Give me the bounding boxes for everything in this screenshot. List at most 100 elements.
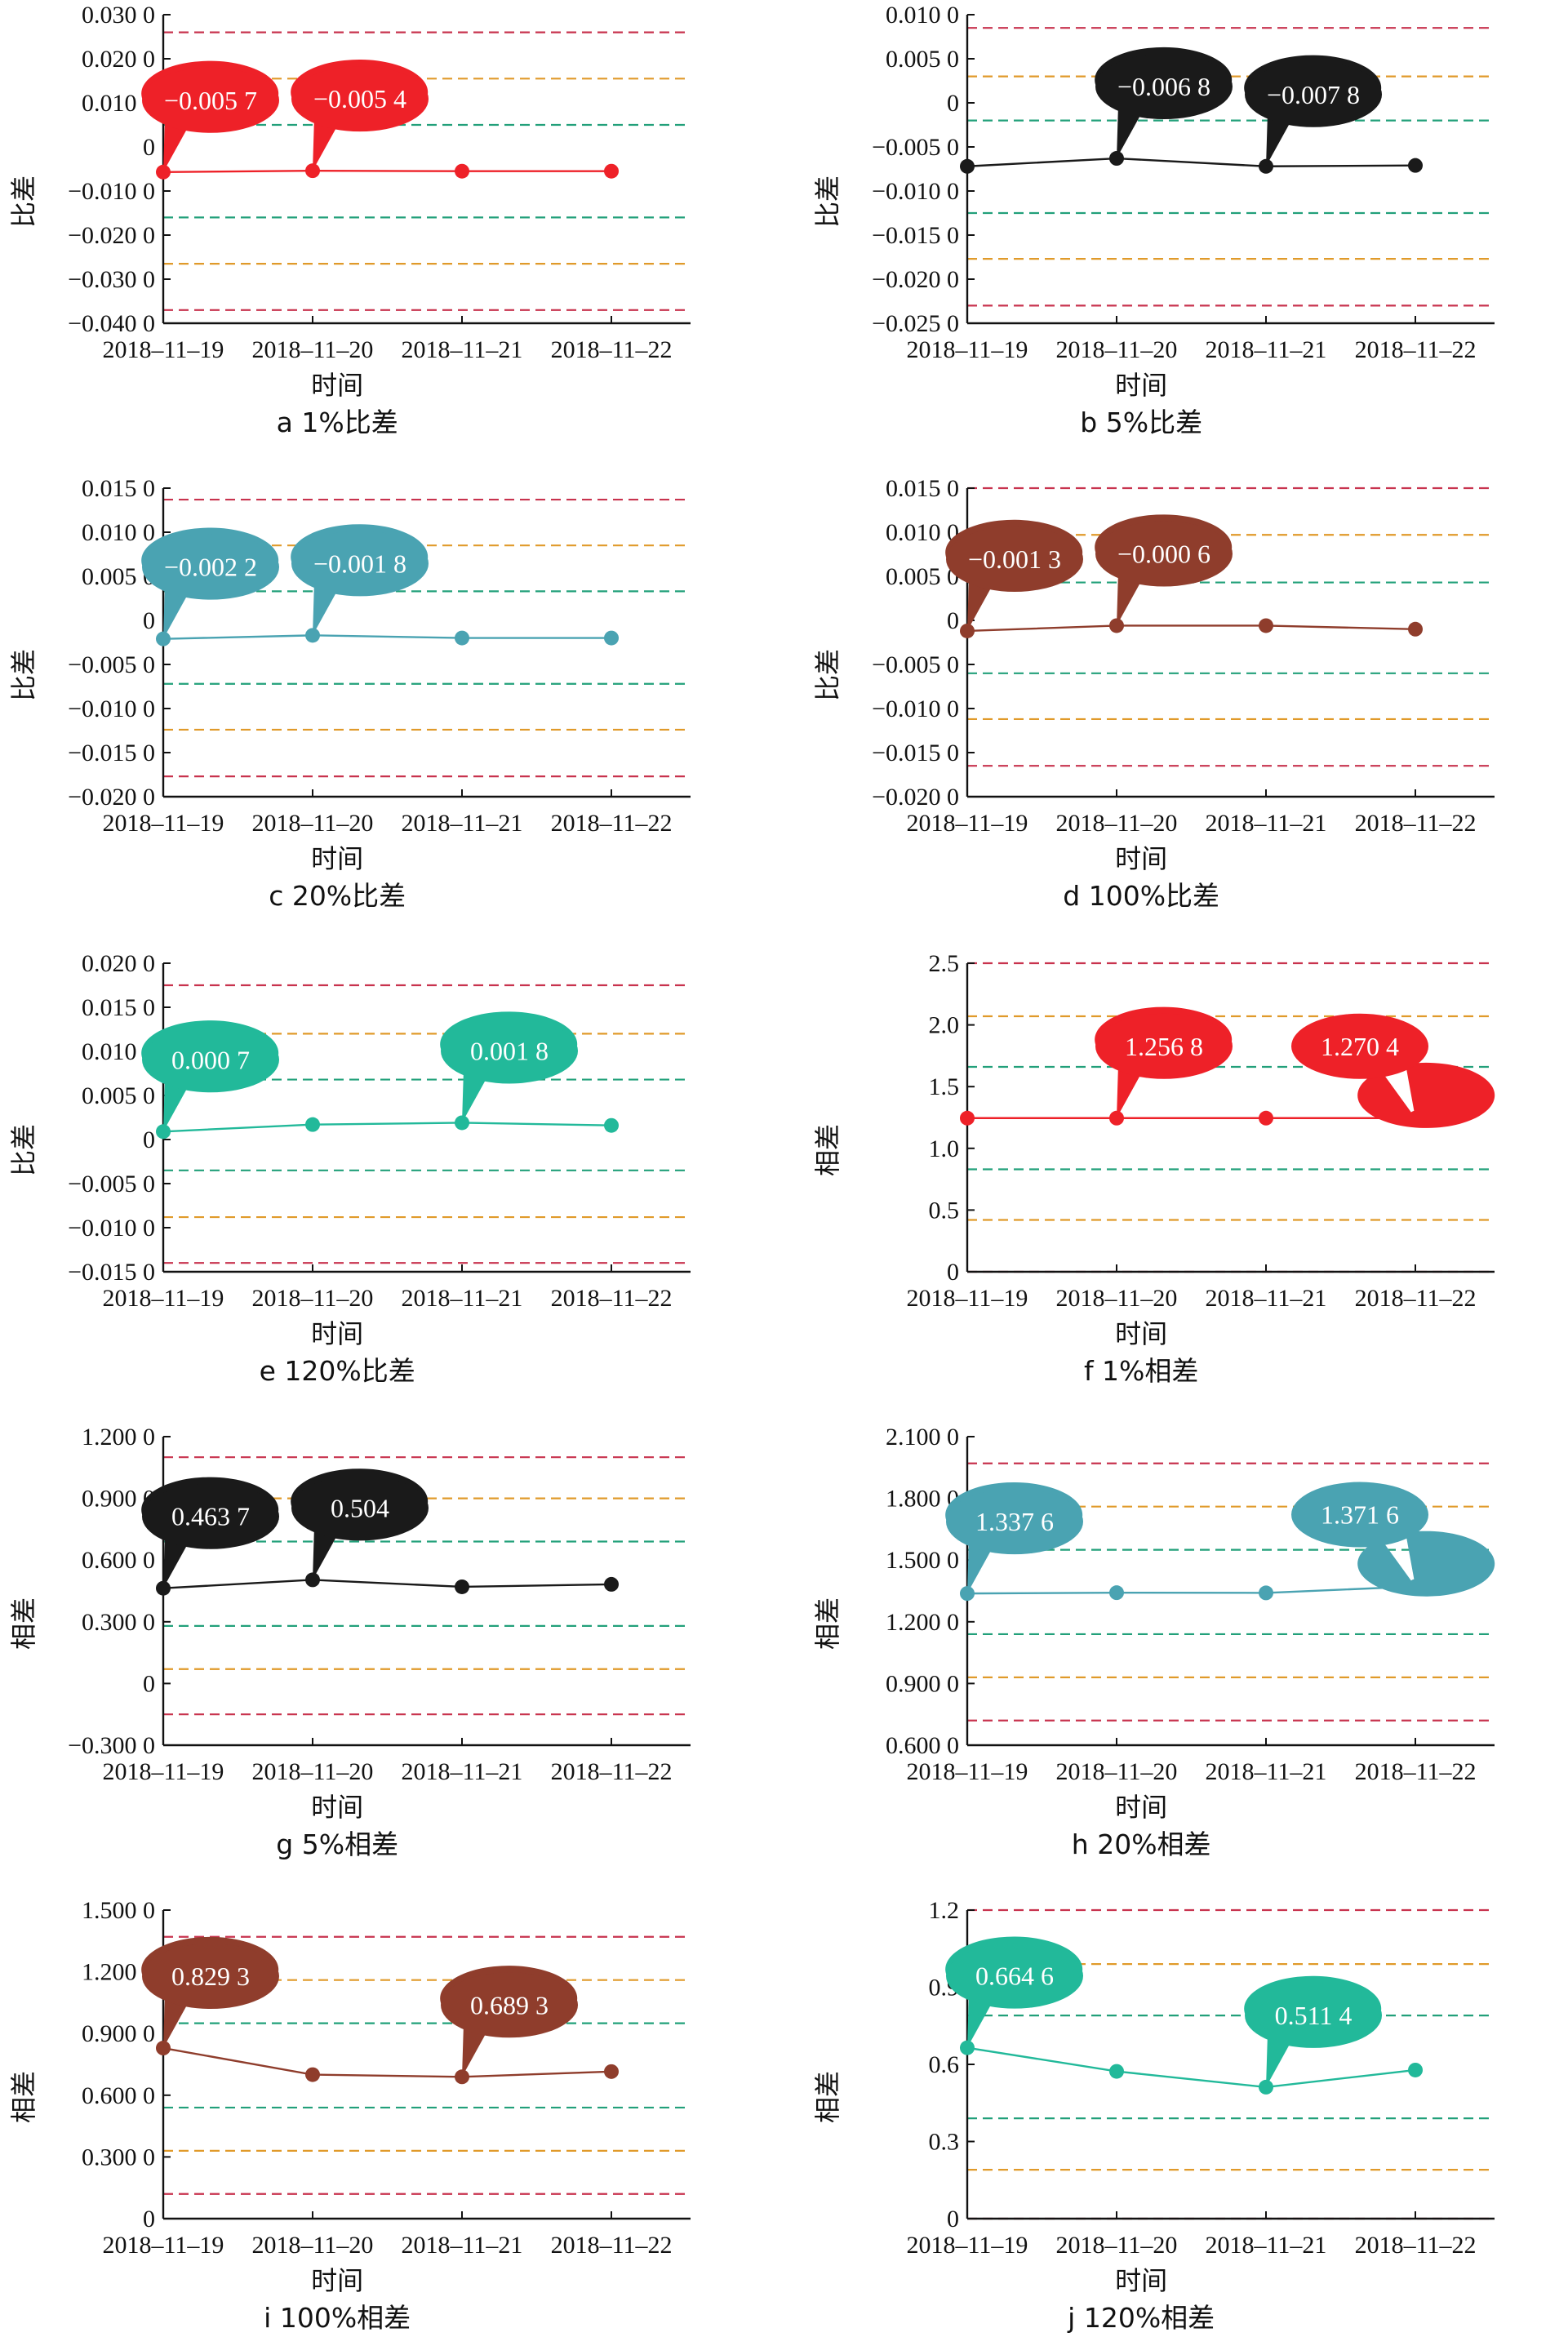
x-tick-label: 2018–11–20 [252, 1758, 374, 1785]
data-point [455, 1579, 470, 1594]
callout-bubble [441, 1972, 579, 2038]
callout-bubble [1095, 1013, 1233, 1079]
y-tick-label: −0.005 0 [872, 651, 959, 678]
callout-bubble [142, 1944, 279, 2010]
callout-bubble [142, 1483, 279, 1549]
chart-caption: j 120%相差 [1067, 2302, 1215, 2334]
data-point [455, 630, 470, 646]
data-point [1259, 1110, 1274, 1126]
y-tick-label: 0 [143, 1126, 155, 1153]
y-tick-label: 0 [143, 1670, 155, 1697]
y-tick-label: −0.005 0 [68, 651, 155, 678]
callout-tail [1357, 1062, 1495, 1128]
y-axis-title: 相差 [8, 1597, 39, 1650]
x-axis-title: 时间 [1115, 370, 1167, 401]
y-tick-label: 1.5 [929, 1073, 960, 1100]
y-tick-label: 0 [143, 2206, 155, 2233]
x-tick-label: 2018–11–19 [103, 810, 224, 837]
series-line [162, 634, 612, 640]
x-tick-label: 2018–11–21 [402, 336, 523, 363]
y-tick-label: 0.600 0 [82, 2082, 155, 2109]
data-point [960, 158, 975, 174]
y-tick-label: 1.2 [929, 1897, 960, 1924]
x-axis-title: 时间 [311, 1318, 363, 1349]
chart-caption: e 120%比差 [260, 1355, 415, 1387]
y-tick-label: 0.600 0 [82, 1547, 155, 1574]
chart-a: 0.030 00.020 00.010 00−0.010 0−0.020 0−0… [8, 2, 691, 438]
chart-i: 1.500 01.200 00.900 00.600 00.300 002018… [8, 1897, 691, 2334]
callout-bubble [1095, 521, 1233, 587]
series-line [162, 169, 612, 173]
x-tick-label: 2018–11–21 [402, 1285, 523, 1312]
data-point [1408, 158, 1424, 173]
y-axis-title: 比差 [8, 175, 39, 228]
callout-label: −0.002 2 [164, 553, 257, 582]
x-tick-label: 2018–11–21 [1206, 810, 1327, 837]
x-tick-label: 2018–11–19 [907, 1285, 1028, 1312]
chart-g: 1.200 00.900 00.600 00.300 00−0.300 0201… [8, 1424, 691, 1860]
x-tick-label: 2018–11–19 [103, 1285, 224, 1312]
callout-label: 1.270 4 [1321, 1032, 1399, 1061]
x-tick-label: 2018–11–20 [1056, 1758, 1178, 1785]
callout-label: 1.371 6 [1321, 1500, 1399, 1530]
callout-bubble [291, 531, 429, 597]
x-tick-label: 2018–11–22 [551, 1758, 673, 1785]
y-tick-label: −0.030 0 [68, 266, 155, 293]
y-tick-label: −0.300 0 [68, 1732, 155, 1759]
x-tick-label: 2018–11–19 [907, 336, 1028, 363]
x-axis-title: 时间 [311, 843, 363, 874]
x-tick-label: 2018–11–19 [103, 336, 224, 363]
chart-caption: i 100%相差 [264, 2302, 411, 2334]
y-tick-label: 0.900 0 [82, 2020, 155, 2047]
y-tick-label: 0.3 [929, 2129, 960, 2156]
x-tick-label: 2018–11–19 [103, 2232, 224, 2259]
y-tick-label: −0.005 0 [872, 134, 959, 161]
callout-label: 1.256 8 [1125, 1032, 1203, 1061]
x-tick-label: 2018–11–22 [1355, 810, 1477, 837]
chart-caption: g 5%相差 [276, 1828, 398, 1860]
callout-label: −0.001 8 [313, 549, 406, 578]
callout-bubble [441, 1018, 579, 1084]
callout-bubble [142, 1027, 279, 1093]
y-axis-title: 相差 [812, 2071, 843, 2123]
data-point [1109, 1585, 1125, 1601]
y-tick-label: −0.010 0 [68, 178, 155, 205]
y-tick-label: 0.300 0 [82, 1609, 155, 1636]
y-tick-label: 0.005 0 [82, 1082, 155, 1109]
y-tick-label: −0.020 0 [872, 266, 959, 293]
x-tick-label: 2018–11–22 [1355, 1758, 1477, 1785]
x-axis-title: 时间 [1115, 1318, 1167, 1349]
y-tick-label: 1.200 0 [82, 1424, 155, 1451]
data-point [604, 2064, 620, 2079]
x-tick-label: 2018–11–20 [252, 1285, 374, 1312]
callout-label: −0.006 8 [1117, 72, 1210, 101]
data-point [1259, 1585, 1274, 1601]
y-tick-label: −0.015 0 [872, 740, 959, 766]
y-tick-label: 0.005 0 [886, 46, 959, 73]
y-tick-label: −0.010 0 [872, 178, 959, 205]
callout-label: 0.504 [331, 1493, 389, 1522]
data-point [604, 1576, 620, 1592]
callout-bubble [142, 67, 279, 133]
y-tick-label: 0.010 0 [886, 519, 959, 546]
y-tick-label: −0.015 0 [68, 740, 155, 766]
x-tick-label: 2018–11–20 [1056, 336, 1178, 363]
chart-caption: a 1%比差 [277, 407, 398, 438]
y-axis-title: 比差 [8, 1124, 39, 1176]
y-tick-label: 0.015 0 [886, 475, 959, 502]
x-tick-label: 2018–11–22 [551, 810, 673, 837]
y-tick-label: 0 [947, 1259, 959, 1286]
x-axis-title: 时间 [1115, 2265, 1167, 2296]
y-tick-label: 0 [143, 607, 155, 634]
data-point [960, 1110, 975, 1126]
callout-bubble [1245, 61, 1383, 127]
y-axis-title: 相差 [812, 1597, 843, 1650]
callout-bubble [291, 66, 429, 132]
y-axis-title: 比差 [812, 649, 843, 701]
x-tick-label: 2018–11–20 [252, 336, 374, 363]
y-tick-label: 0.010 0 [886, 2, 959, 29]
y-tick-label: −0.010 0 [68, 695, 155, 722]
x-tick-label: 2018–11–19 [103, 1758, 224, 1785]
